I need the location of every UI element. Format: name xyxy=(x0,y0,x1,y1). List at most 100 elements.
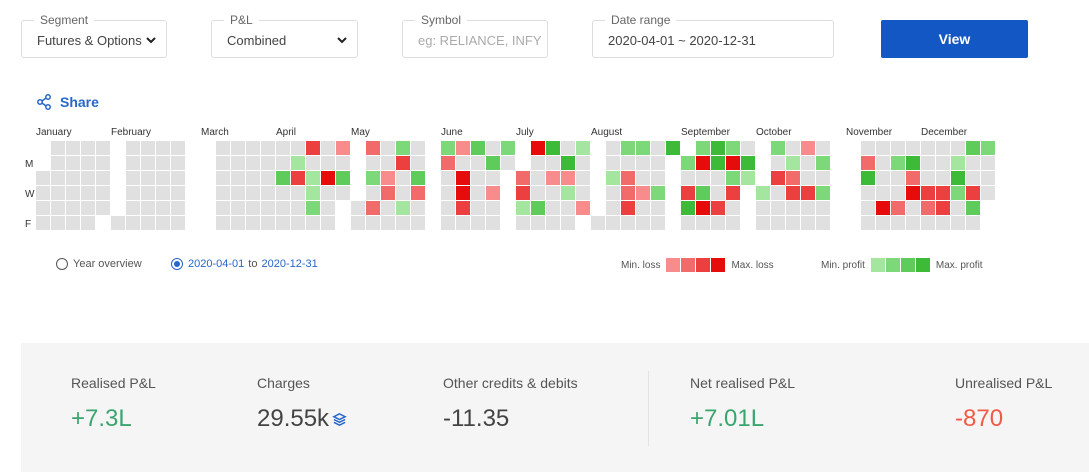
layers-icon[interactable] xyxy=(332,412,347,427)
heatmap-day-cell[interactable] xyxy=(636,171,650,185)
heatmap-day-cell[interactable] xyxy=(471,186,485,200)
heatmap-day-cell[interactable] xyxy=(261,201,275,215)
heatmap-day-cell[interactable] xyxy=(606,216,620,230)
heatmap-day-cell[interactable] xyxy=(156,141,170,155)
heatmap-day-cell[interactable] xyxy=(951,186,965,200)
heatmap-day-cell[interactable] xyxy=(561,156,575,170)
heatmap-day-cell[interactable] xyxy=(786,171,800,185)
heatmap-day-cell[interactable] xyxy=(366,201,380,215)
heatmap-day-cell[interactable] xyxy=(456,186,470,200)
heatmap-day-cell[interactable] xyxy=(966,216,980,230)
heatmap-day-cell[interactable] xyxy=(396,141,410,155)
heatmap-day-cell[interactable] xyxy=(771,216,785,230)
heatmap-day-cell[interactable] xyxy=(561,171,575,185)
heatmap-day-cell[interactable] xyxy=(486,186,500,200)
heatmap-day-cell[interactable] xyxy=(651,201,665,215)
heatmap-day-cell[interactable] xyxy=(471,216,485,230)
heatmap-day-cell[interactable] xyxy=(546,141,560,155)
heatmap-day-cell[interactable] xyxy=(141,141,155,155)
heatmap-day-cell[interactable] xyxy=(276,141,290,155)
heatmap-day-cell[interactable] xyxy=(591,216,605,230)
heatmap-day-cell[interactable] xyxy=(411,186,425,200)
heatmap-day-cell[interactable] xyxy=(81,201,95,215)
heatmap-day-cell[interactable] xyxy=(381,141,395,155)
heatmap-day-cell[interactable] xyxy=(891,201,905,215)
heatmap-day-cell[interactable] xyxy=(531,186,545,200)
heatmap-day-cell[interactable] xyxy=(291,171,305,185)
heatmap-day-cell[interactable] xyxy=(726,156,740,170)
heatmap-day-cell[interactable] xyxy=(861,186,875,200)
heatmap-day-cell[interactable] xyxy=(441,171,455,185)
heatmap-day-cell[interactable] xyxy=(816,156,830,170)
heatmap-day-cell[interactable] xyxy=(81,156,95,170)
heatmap-day-cell[interactable] xyxy=(51,216,65,230)
heatmap-day-cell[interactable] xyxy=(621,156,635,170)
heatmap-day-cell[interactable] xyxy=(756,201,770,215)
heatmap-day-cell[interactable] xyxy=(801,186,815,200)
heatmap-day-cell[interactable] xyxy=(306,186,320,200)
heatmap-day-cell[interactable] xyxy=(291,186,305,200)
heatmap-day-cell[interactable] xyxy=(546,171,560,185)
heatmap-day-cell[interactable] xyxy=(471,171,485,185)
heatmap-day-cell[interactable] xyxy=(486,171,500,185)
heatmap-day-cell[interactable] xyxy=(396,216,410,230)
heatmap-day-cell[interactable] xyxy=(261,141,275,155)
heatmap-day-cell[interactable] xyxy=(531,201,545,215)
year-overview-radio[interactable] xyxy=(56,258,68,270)
heatmap-day-cell[interactable] xyxy=(531,141,545,155)
heatmap-day-cell[interactable] xyxy=(966,201,980,215)
heatmap-day-cell[interactable] xyxy=(756,216,770,230)
heatmap-day-cell[interactable] xyxy=(141,216,155,230)
heatmap-day-cell[interactable] xyxy=(321,141,335,155)
heatmap-day-cell[interactable] xyxy=(561,216,575,230)
heatmap-day-cell[interactable] xyxy=(876,216,890,230)
heatmap-day-cell[interactable] xyxy=(276,201,290,215)
heatmap-day-cell[interactable] xyxy=(231,171,245,185)
heatmap-day-cell[interactable] xyxy=(336,156,350,170)
heatmap-day-cell[interactable] xyxy=(546,186,560,200)
heatmap-day-cell[interactable] xyxy=(456,156,470,170)
heatmap-day-cell[interactable] xyxy=(906,216,920,230)
heatmap-day-cell[interactable] xyxy=(336,141,350,155)
heatmap-day-cell[interactable] xyxy=(696,186,710,200)
heatmap-day-cell[interactable] xyxy=(801,171,815,185)
heatmap-day-cell[interactable] xyxy=(411,171,425,185)
heatmap-day-cell[interactable] xyxy=(171,171,185,185)
heatmap-day-cell[interactable] xyxy=(936,156,950,170)
heatmap-day-cell[interactable] xyxy=(381,156,395,170)
heatmap-day-cell[interactable] xyxy=(666,141,680,155)
heatmap-day-cell[interactable] xyxy=(411,141,425,155)
heatmap-day-cell[interactable] xyxy=(981,171,995,185)
heatmap-day-cell[interactable] xyxy=(876,201,890,215)
heatmap-day-cell[interactable] xyxy=(381,216,395,230)
heatmap-day-cell[interactable] xyxy=(936,171,950,185)
heatmap-day-cell[interactable] xyxy=(141,186,155,200)
heatmap-day-cell[interactable] xyxy=(561,141,575,155)
heatmap-day-cell[interactable] xyxy=(291,201,305,215)
heatmap-day-cell[interactable] xyxy=(171,201,185,215)
heatmap-day-cell[interactable] xyxy=(981,156,995,170)
heatmap-day-cell[interactable] xyxy=(51,186,65,200)
heatmap-day-cell[interactable] xyxy=(306,156,320,170)
view-button[interactable]: View xyxy=(881,20,1028,58)
heatmap-day-cell[interactable] xyxy=(531,156,545,170)
heatmap-day-cell[interactable] xyxy=(786,186,800,200)
heatmap-day-cell[interactable] xyxy=(711,201,725,215)
heatmap-day-cell[interactable] xyxy=(741,171,755,185)
heatmap-day-cell[interactable] xyxy=(891,141,905,155)
heatmap-day-cell[interactable] xyxy=(51,171,65,185)
heatmap-day-cell[interactable] xyxy=(606,141,620,155)
heatmap-day-cell[interactable] xyxy=(126,171,140,185)
heatmap-day-cell[interactable] xyxy=(711,141,725,155)
heatmap-day-cell[interactable] xyxy=(156,201,170,215)
heatmap-day-cell[interactable] xyxy=(741,156,755,170)
heatmap-day-cell[interactable] xyxy=(366,186,380,200)
heatmap-day-cell[interactable] xyxy=(396,186,410,200)
heatmap-day-cell[interactable] xyxy=(621,171,635,185)
heatmap-day-cell[interactable] xyxy=(276,186,290,200)
heatmap-day-cell[interactable] xyxy=(261,171,275,185)
heatmap-day-cell[interactable] xyxy=(771,201,785,215)
heatmap-day-cell[interactable] xyxy=(861,171,875,185)
heatmap-day-cell[interactable] xyxy=(246,216,260,230)
heatmap-day-cell[interactable] xyxy=(411,216,425,230)
